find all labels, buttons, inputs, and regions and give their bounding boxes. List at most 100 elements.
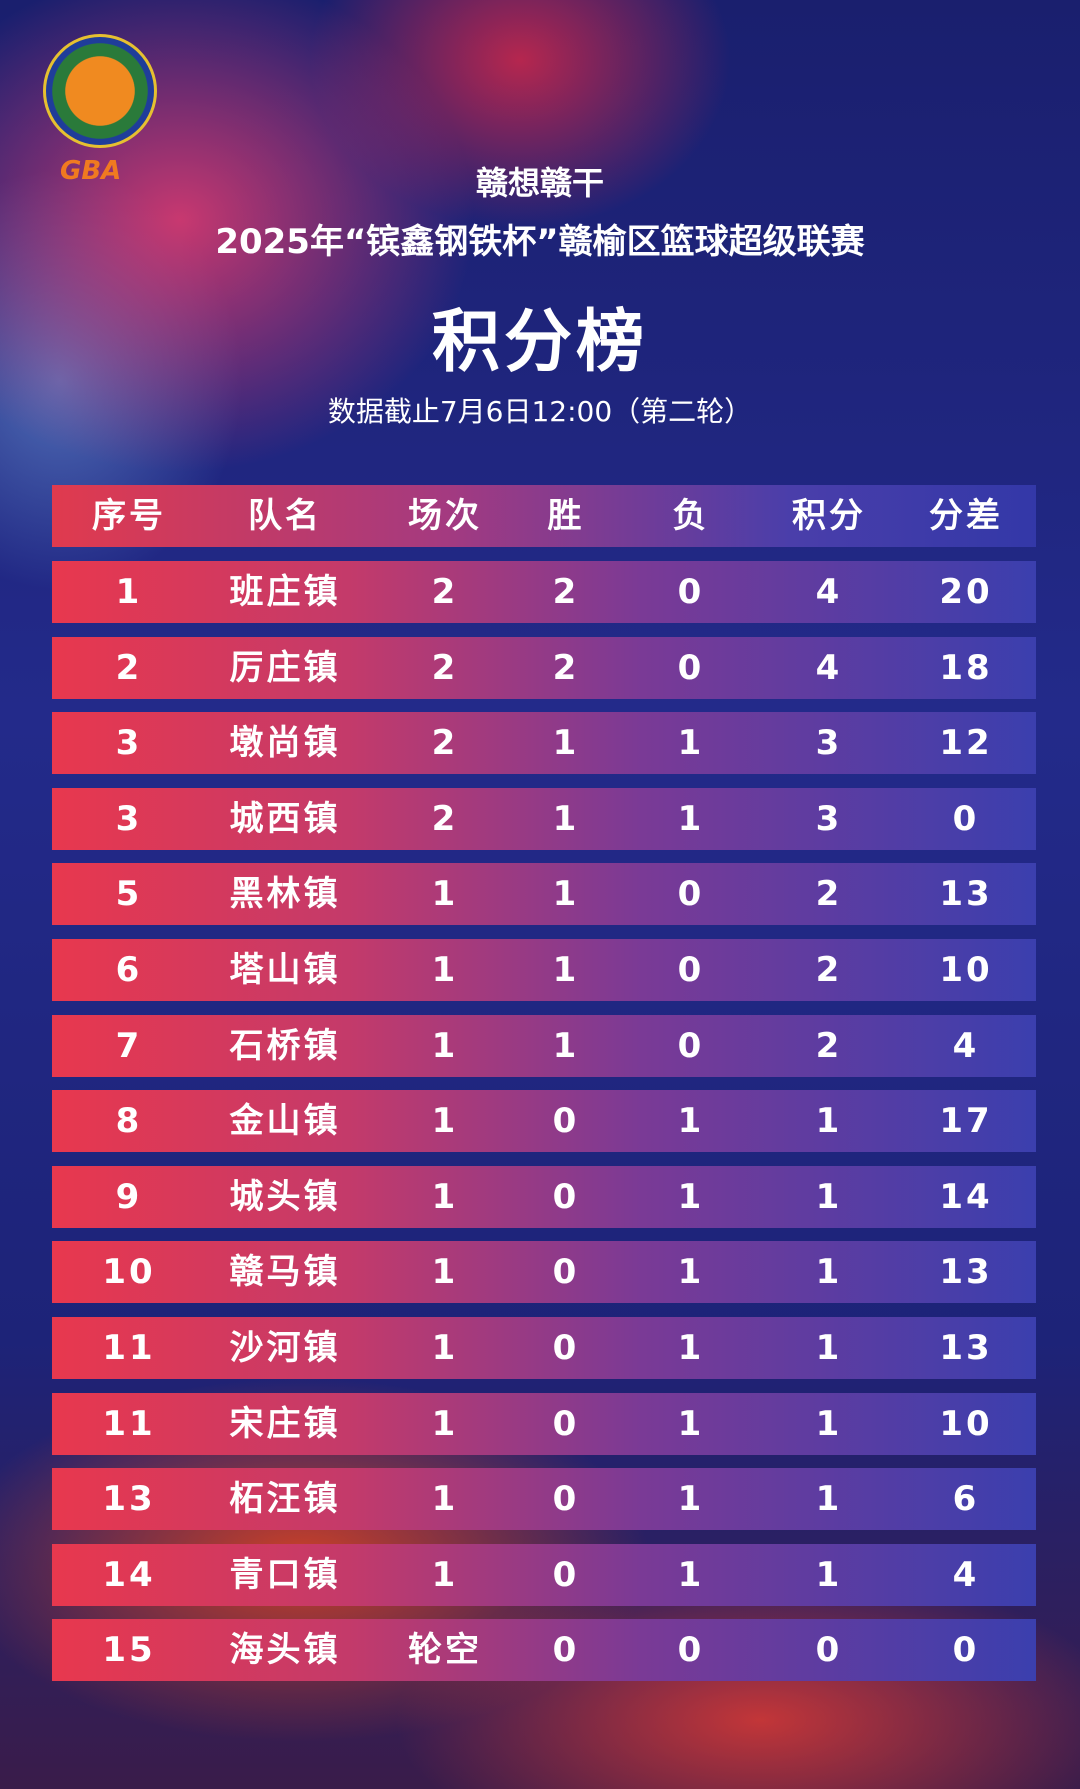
table-cell: 1 (815, 1479, 843, 1520)
table-row: 8 金山镇 1 0 1 1 17 (52, 1090, 1036, 1153)
table-cell: 1 (552, 723, 580, 764)
column-header: 队名 (248, 496, 322, 536)
table-cell: 1 (815, 1176, 843, 1217)
table-cell: 1 (677, 1252, 705, 1293)
table-cell: 轮空 (408, 1630, 482, 1671)
table-cell: 厉庄镇 (229, 647, 341, 688)
table-row: 10 赣马镇 1 0 1 1 13 (52, 1241, 1036, 1304)
table-cell: 塔山镇 (229, 950, 341, 990)
table-row: 5 黑林镇 1 1 0 2 13 (52, 863, 1036, 926)
table-row: 3 城西镇 2 1 1 3 0 (52, 787, 1036, 850)
table-cell: 2 (552, 647, 580, 688)
table-cell: 金山镇 (229, 1101, 341, 1142)
column-header: 负 (672, 496, 710, 536)
column-header: 积分 (792, 496, 866, 536)
table-cell: 0 (677, 572, 705, 612)
event-title: 2025年“镔鑫钢铁杯”赣榆区篮球超级联赛 (215, 222, 865, 262)
table-cell: 1 (431, 1101, 459, 1142)
table-cell: 2 (815, 950, 843, 990)
table-row: 9 城头镇 1 0 1 1 14 (52, 1165, 1036, 1228)
table-cell: 3 (115, 723, 143, 764)
table-cell: 1 (815, 1328, 843, 1368)
table-cell: 4 (952, 1025, 980, 1066)
table-cell: 宋庄镇 (229, 1403, 341, 1444)
table-cell: 14 (102, 1554, 156, 1595)
table-cell: 3 (115, 798, 143, 839)
table-cell: 1 (677, 1403, 705, 1444)
table-cell: 1 (431, 1403, 459, 1444)
table-cell: 18 (939, 647, 993, 688)
table-cell: 2 (431, 798, 459, 839)
table-cell: 1 (431, 1176, 459, 1217)
table-cell: 17 (939, 1101, 993, 1142)
column-header: 分差 (929, 496, 1003, 536)
table-cell: 赣马镇 (229, 1252, 341, 1293)
header-row: 序号 队名 场次 胜 负 积分 分差 (52, 485, 1036, 547)
table-cell: 班庄镇 (229, 572, 341, 612)
table-cell: 13 (102, 1479, 156, 1520)
table-cell: 7 (115, 1025, 143, 1066)
table-cell: 6 (115, 950, 143, 990)
table-cell: 青口镇 (229, 1554, 341, 1595)
logo (43, 34, 157, 148)
table-cell: 石桥镇 (229, 1025, 341, 1066)
kicker: 赣想赣干 (475, 164, 604, 202)
table-cell: 9 (115, 1176, 143, 1217)
column-header: 胜 (547, 496, 585, 536)
table-cell: 柘汪镇 (229, 1479, 341, 1520)
table-cell: 2 (815, 874, 843, 915)
table-cell: 墩尚镇 (229, 723, 341, 764)
table-cell: 0 (677, 647, 705, 688)
table-cell: 10 (939, 950, 993, 990)
table-cell: 2 (115, 647, 143, 688)
table-cell: 0 (552, 1101, 580, 1142)
table-row: 11 宋庄镇 1 0 1 1 10 (52, 1392, 1036, 1455)
table-cell: 1 (677, 1176, 705, 1217)
table-cell: 2 (552, 572, 580, 612)
table-cell: 6 (952, 1479, 980, 1520)
table-cell: 0 (815, 1630, 843, 1671)
table-cell: 0 (552, 1479, 580, 1520)
table-cell: 0 (952, 798, 980, 839)
table-cell: 2 (431, 647, 459, 688)
table-cell: 10 (102, 1252, 156, 1293)
table-cell: 5 (115, 874, 143, 915)
table-cell: 沙河镇 (229, 1328, 341, 1368)
table-cell: 0 (552, 1630, 580, 1671)
column-header: 场次 (408, 496, 482, 536)
table-cell: 1 (677, 798, 705, 839)
table-cell: 3 (815, 723, 843, 764)
table-cell: 黑林镇 (229, 874, 341, 915)
table-cell: 1 (552, 874, 580, 915)
table-cell: 8 (115, 1101, 143, 1142)
table-cell: 4 (815, 647, 843, 688)
table-cell: 13 (939, 1252, 993, 1293)
table-cell: 1 (431, 1479, 459, 1520)
table-cell: 13 (939, 874, 993, 915)
table-cell: 0 (552, 1328, 580, 1368)
table-row: 2 厉庄镇 2 2 0 4 18 (52, 636, 1036, 699)
table-cell: 1 (115, 572, 143, 612)
table-cell: 1 (431, 1554, 459, 1595)
table-cell: 3 (815, 798, 843, 839)
title: 积分榜 (431, 303, 648, 382)
table-cell: 2 (815, 1025, 843, 1066)
table-cell: 1 (552, 950, 580, 990)
table-cell: 1 (431, 1252, 459, 1293)
table-row: 7 石桥镇 1 1 0 2 4 (52, 1014, 1036, 1077)
table-cell: 0 (552, 1403, 580, 1444)
table-cell: 城头镇 (229, 1176, 341, 1217)
table-cell: 15 (102, 1630, 156, 1671)
table-row: 13 柘汪镇 1 0 1 1 6 (52, 1468, 1036, 1531)
table-cell: 1 (815, 1252, 843, 1293)
table-row: 1 班庄镇 2 2 0 4 20 (52, 561, 1036, 623)
table-row: 15 海头镇 轮空 0 0 0 0 (52, 1619, 1036, 1682)
table-cell: 12 (939, 723, 993, 764)
table-cell: 2 (431, 723, 459, 764)
table-cell: 海头镇 (229, 1630, 341, 1671)
table-cell: 11 (102, 1403, 156, 1444)
table-row: 3 墩尚镇 2 1 1 3 12 (52, 712, 1036, 775)
table-cell: 2 (431, 572, 459, 612)
table-cell: 11 (102, 1328, 156, 1368)
table-cell: 0 (552, 1554, 580, 1595)
